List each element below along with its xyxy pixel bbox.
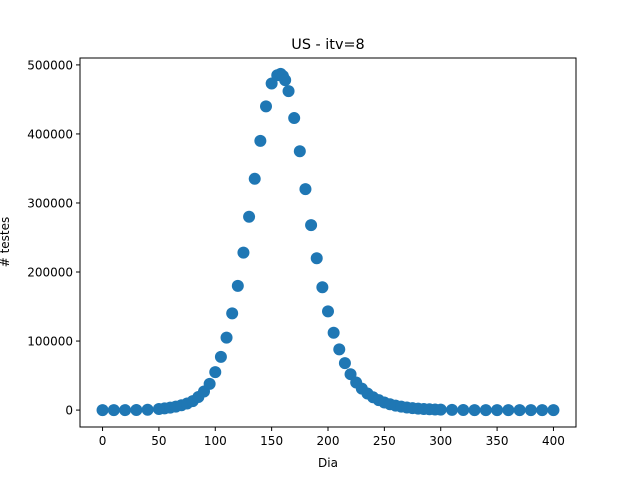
y-axis-label: # testes xyxy=(0,217,12,268)
y-tick-label: 300000 xyxy=(27,196,73,210)
data-point xyxy=(338,357,351,370)
data-point xyxy=(310,252,323,265)
x-tick-label: 150 xyxy=(260,434,283,448)
x-tick-label: 300 xyxy=(429,434,452,448)
data-point xyxy=(237,246,250,259)
x-tick-label: 350 xyxy=(486,434,509,448)
x-tick-label: 50 xyxy=(151,434,166,448)
data-point xyxy=(502,404,515,417)
data-point xyxy=(322,305,334,318)
data-point xyxy=(141,403,154,416)
data-point xyxy=(260,100,272,113)
data-point xyxy=(446,403,458,416)
data-point xyxy=(293,145,306,158)
data-point xyxy=(279,74,292,87)
data-point xyxy=(316,281,329,294)
data-point xyxy=(513,404,526,417)
x-tick-label: 250 xyxy=(373,434,396,448)
data-point xyxy=(209,366,222,379)
data-point xyxy=(305,219,318,232)
y-tick-label: 500000 xyxy=(27,58,73,72)
data-point xyxy=(457,404,470,417)
data-point xyxy=(479,404,492,417)
data-point xyxy=(96,404,109,417)
data-point xyxy=(226,307,239,320)
data-point xyxy=(220,331,233,344)
plot-area: 0 50 100 150 200 250 300 350 400 0 100000 200000 300… xyxy=(27,57,577,448)
data-point xyxy=(282,85,295,98)
data-point xyxy=(130,403,143,416)
data-point xyxy=(231,279,244,292)
data-point xyxy=(333,343,346,356)
data-point xyxy=(243,210,256,223)
data-point xyxy=(107,404,120,417)
x-tick-label: 0 xyxy=(99,434,107,448)
data-point xyxy=(468,404,481,417)
data-point xyxy=(536,404,549,417)
y-tick-label: 200000 xyxy=(27,266,73,280)
data-point xyxy=(248,172,261,185)
chart-title: US - itv=8 xyxy=(291,37,364,53)
data-point xyxy=(203,377,216,390)
y-tick-label: 400000 xyxy=(27,127,73,141)
x-tick-label: 400 xyxy=(542,434,565,448)
x-tick-label: 100 xyxy=(204,434,227,448)
data-point xyxy=(288,112,301,125)
y-tick-label: 100000 xyxy=(27,335,73,349)
y-tick-label: 0 xyxy=(65,404,73,418)
data-point xyxy=(254,134,267,147)
data-point xyxy=(524,404,537,417)
data-point xyxy=(547,404,560,417)
data-point xyxy=(299,183,312,196)
data-point xyxy=(434,403,447,416)
data-point xyxy=(491,404,504,417)
data-point xyxy=(119,404,132,417)
x-tick-label: 200 xyxy=(317,434,340,448)
data-point xyxy=(214,350,227,363)
data-point xyxy=(327,326,340,339)
x-axis-label: Dia xyxy=(318,456,338,470)
